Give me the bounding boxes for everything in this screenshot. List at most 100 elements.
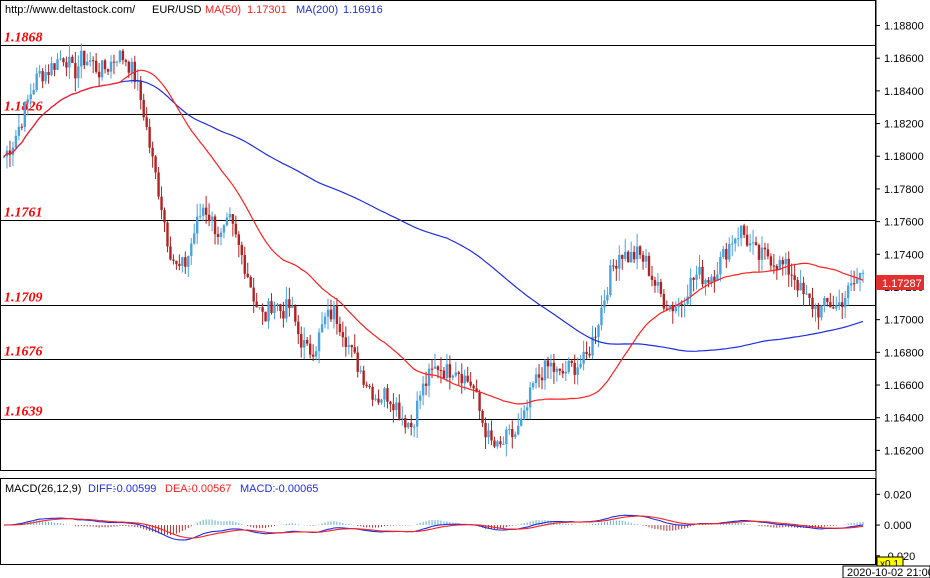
candle-body — [175, 260, 178, 264]
candle-body — [317, 332, 321, 352]
candle-body — [89, 60, 92, 62]
candle-body — [671, 305, 674, 312]
candle-body — [736, 238, 740, 240]
level-label: 1.1639 — [4, 405, 43, 420]
candle-body — [142, 99, 145, 118]
candle-body — [618, 254, 621, 269]
candle-body — [300, 334, 303, 348]
candle-body — [204, 207, 208, 215]
header-ma200-label: MA(200) — [296, 4, 338, 16]
candle-body — [279, 304, 282, 312]
macd-dea-line — [3, 515, 864, 539]
candle-body — [267, 301, 270, 322]
candle-body — [525, 407, 529, 411]
candle-body — [624, 251, 627, 259]
candle-body — [386, 388, 389, 402]
candle-body — [728, 244, 731, 260]
candle-body — [499, 441, 502, 445]
candle-body — [748, 243, 752, 246]
candle-body — [392, 404, 395, 411]
candle-body — [760, 247, 764, 260]
y-tick-label: 1.16800 — [884, 347, 924, 359]
candle-body — [139, 80, 142, 100]
candle-body — [80, 50, 83, 67]
candle-body — [166, 222, 169, 247]
candle-body — [514, 434, 517, 438]
candle-body — [707, 279, 710, 283]
candle-body — [704, 279, 707, 285]
candle-body — [451, 375, 455, 378]
candle-body — [662, 293, 666, 309]
candle-body — [329, 309, 333, 320]
macd-diff-label: DIFF: — [88, 483, 116, 495]
candle-body — [225, 217, 229, 226]
candle-body — [772, 265, 776, 267]
candle-body — [258, 307, 261, 309]
candle-body — [540, 377, 544, 381]
candle-body — [531, 383, 535, 388]
candle-body — [757, 244, 761, 260]
candle-body — [26, 99, 29, 103]
y-tick-label: 1.17800 — [884, 184, 924, 196]
candle-body — [297, 321, 300, 335]
candle-body — [668, 305, 672, 310]
candle-body — [710, 276, 713, 283]
candle-body — [421, 383, 425, 396]
y-tick-label: 1.16400 — [884, 413, 924, 425]
candle-body — [546, 360, 550, 367]
candle-body — [243, 254, 246, 274]
candle-body — [380, 399, 383, 403]
header-symbol: EUR/USD — [152, 4, 202, 16]
candle-body — [466, 375, 469, 382]
candle-body — [858, 272, 862, 280]
header-ma50-label: MA(50) — [205, 4, 241, 16]
candle-body — [823, 297, 826, 306]
candle-body — [811, 297, 814, 310]
candle-body — [472, 385, 475, 389]
candle-body — [829, 302, 832, 308]
candle-body — [172, 259, 175, 261]
candle-body — [647, 255, 651, 276]
timestamp-box — [842, 565, 930, 578]
candle-body — [716, 274, 719, 281]
candle-body — [766, 249, 770, 257]
candle-body — [398, 402, 401, 419]
candle-body — [621, 254, 624, 259]
candle-body — [314, 351, 318, 357]
candle-body — [237, 234, 241, 245]
candle-body — [478, 392, 481, 411]
candle-body — [14, 135, 18, 148]
candle-body — [86, 61, 89, 66]
candle-body — [606, 295, 609, 301]
candle-body — [29, 94, 32, 100]
candle-body — [493, 440, 496, 447]
candle-body — [234, 223, 238, 235]
candle-body — [124, 60, 128, 62]
candle-body — [344, 337, 348, 347]
candle-body — [537, 374, 541, 378]
candle-body — [638, 246, 642, 255]
candle-body — [585, 351, 588, 354]
macd-title: MACD(26,12,9) — [5, 483, 81, 495]
candle-body — [291, 306, 294, 309]
candle-body — [178, 263, 181, 267]
candle-body — [790, 274, 793, 276]
candle-body — [371, 387, 374, 400]
candle-body — [763, 247, 767, 250]
candle-body — [308, 343, 312, 355]
candle-body — [629, 251, 633, 263]
candle-body — [427, 368, 431, 386]
candle-body — [496, 441, 499, 447]
macd-diff-value: -0.00599 — [113, 483, 156, 495]
candle-body — [534, 374, 538, 384]
macd-dea-label: DEA: — [165, 483, 191, 495]
candle-body — [502, 444, 505, 446]
candle-body — [644, 255, 648, 262]
candle-body — [320, 324, 324, 333]
candle-body — [305, 340, 309, 344]
candle-body — [558, 368, 562, 371]
candle-body — [490, 430, 493, 441]
candle-body — [680, 303, 683, 305]
level-label: 1.1709 — [4, 291, 43, 306]
